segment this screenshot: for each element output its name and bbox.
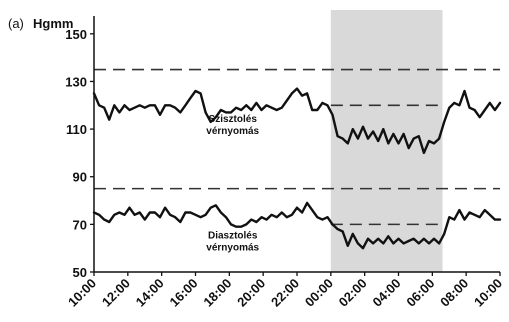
x-tick-label-11: 08:00	[437, 276, 471, 310]
x-tick-label-3: 16:00	[167, 276, 201, 310]
y-axis-unit-label: Hgmm	[33, 16, 73, 31]
x-tick-label-8: 02:00	[336, 276, 370, 310]
x-tick-label-1: 12:00	[99, 276, 133, 310]
series-label-1-line-1: vérnyomás	[206, 243, 259, 254]
x-tick-label-6: 22:00	[268, 276, 302, 310]
x-tick-label-10: 06:00	[403, 276, 437, 310]
x-tick-label-4: 18:00	[200, 276, 234, 310]
y-tick-label-130: 130	[65, 74, 87, 89]
x-tick-label-0: 10:00	[65, 276, 99, 310]
y-tick-label-50: 50	[73, 265, 87, 280]
y-tick-label-70: 70	[73, 217, 87, 232]
series-line-0	[92, 87, 502, 155]
x-tick-label-12: 10:00	[471, 276, 505, 310]
reference-lines-layer	[94, 68, 500, 226]
series-label-0-line-0: Szisztolés	[209, 114, 258, 125]
y-tick-label-90: 90	[73, 170, 87, 185]
y-tick-label-110: 110	[66, 122, 87, 137]
series-line-1	[92, 201, 502, 250]
series-label-1-line-0: Diasztolés	[208, 231, 258, 242]
x-tick-label-5: 20:00	[234, 276, 268, 310]
x-tick-label-7: 00:00	[302, 276, 336, 310]
series-label-0-line-1: vérnyomás	[206, 126, 259, 137]
series-layer	[92, 87, 502, 250]
series-label-0: Szisztolés vérnyomás	[206, 114, 259, 137]
y-tick-label-150: 150	[65, 27, 87, 42]
x-tick-label-2: 14:00	[133, 276, 167, 310]
series-label-1: Diasztolés vérnyomás	[206, 231, 259, 254]
x-tick-label-9: 04:00	[370, 276, 404, 310]
panel-label: (a)	[8, 16, 24, 31]
